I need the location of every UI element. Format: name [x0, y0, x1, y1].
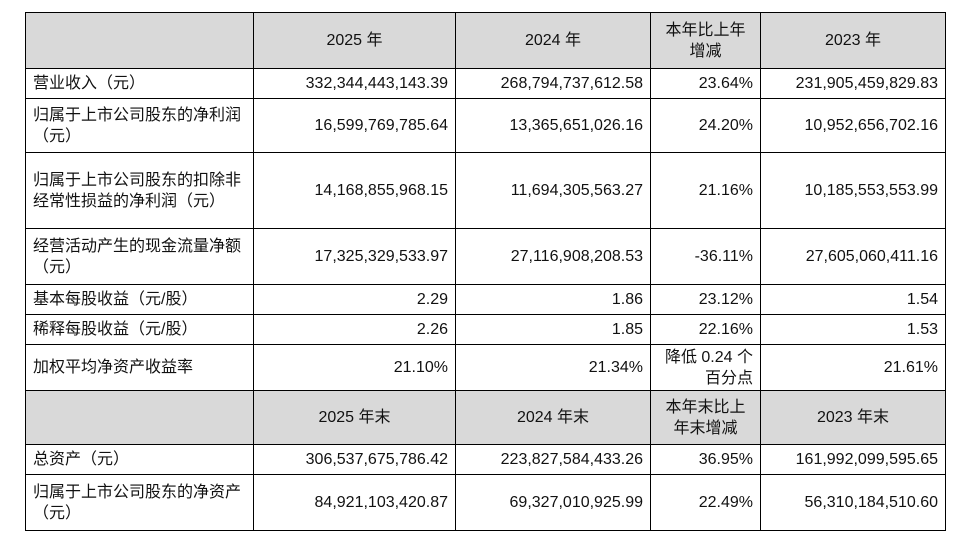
- value-cell: 22.49%: [650, 474, 761, 531]
- value-cell: 14,168,855,968.15: [253, 152, 456, 229]
- data-row: 加权平均净资产收益率 21.10% 21.34% 降低 0.24 个百分点 21.61%: [25, 344, 946, 391]
- value-cell: 161,992,099,595.65: [760, 444, 946, 475]
- row-label: 归属于上市公司股东的净资产（元）: [25, 474, 254, 531]
- value-cell: 306,537,675,786.42: [253, 444, 456, 475]
- value-cell: 69,327,010,925.99: [455, 474, 651, 531]
- header-cell: 2023 年: [760, 12, 946, 69]
- data-row: 归属于上市公司股东的净利润（元） 16,599,769,785.64 13,365,…: [25, 98, 946, 153]
- value-cell: 21.61%: [760, 344, 946, 391]
- value-cell: 23.64%: [650, 68, 761, 99]
- value-cell: 36.95%: [650, 444, 761, 475]
- header-cell: 2024 年: [455, 12, 651, 69]
- header-cell: 2024 年末: [455, 390, 651, 445]
- value-cell: 56,310,184,510.60: [760, 474, 946, 531]
- row-label: 总资产（元）: [25, 444, 254, 475]
- value-cell: 1.53: [760, 314, 946, 345]
- value-cell: 24.20%: [650, 98, 761, 153]
- row-label: 归属于上市公司股东的扣除非经常性损益的净利润（元）: [25, 152, 254, 229]
- value-cell: -36.11%: [650, 228, 761, 285]
- value-cell: 27,605,060,411.16: [760, 228, 946, 285]
- data-row: 基本每股收益（元/股） 2.29 1.86 23.12% 1.54: [25, 284, 946, 315]
- data-row: 总资产（元） 306,537,675,786.42 223,827,584,433.…: [25, 444, 946, 475]
- data-row: 经营活动产生的现金流量净额（元） 17,325,329,533.97 27,116,…: [25, 228, 946, 285]
- data-row: 稀释每股收益（元/股） 2.26 1.85 22.16% 1.53: [25, 314, 946, 345]
- value-cell: 16,599,769,785.64: [253, 98, 456, 153]
- value-cell: 17,325,329,533.97: [253, 228, 456, 285]
- value-cell: 332,344,443,143.39: [253, 68, 456, 99]
- value-cell: 21.34%: [455, 344, 651, 391]
- row-label: 经营活动产生的现金流量净额（元）: [25, 228, 254, 285]
- header-row: 2025 年末 2024 年末 本年末比上年末增减 2023 年末: [25, 390, 946, 445]
- header-cell: 2023 年末: [760, 390, 946, 445]
- value-cell: 降低 0.24 个百分点: [650, 344, 761, 391]
- value-cell: 2.29: [253, 284, 456, 315]
- value-cell: 2.26: [253, 314, 456, 345]
- value-cell: 223,827,584,433.26: [455, 444, 651, 475]
- value-cell: 10,185,553,553.99: [760, 152, 946, 229]
- row-label: 归属于上市公司股东的净利润（元）: [25, 98, 254, 153]
- value-cell: 21.10%: [253, 344, 456, 391]
- value-cell: 27,116,908,208.53: [455, 228, 651, 285]
- value-cell: 23.12%: [650, 284, 761, 315]
- value-cell: 84,921,103,420.87: [253, 474, 456, 531]
- value-cell: 22.16%: [650, 314, 761, 345]
- row-label: 加权平均净资产收益率: [25, 344, 254, 391]
- header-cell: [25, 12, 254, 69]
- value-cell: 1.54: [760, 284, 946, 315]
- row-label: 稀释每股收益（元/股）: [25, 314, 254, 345]
- value-cell: 1.86: [455, 284, 651, 315]
- header-row: 2025 年 2024 年本年比上年增减 2023 年: [25, 12, 946, 69]
- data-row: 归属于上市公司股东的扣除非经常性损益的净利润（元） 14,168,855,968.…: [25, 152, 946, 229]
- value-cell: 1.85: [455, 314, 651, 345]
- financial-table: 2025 年 2024 年本年比上年增减 2023 年营业收入（元） 332,344,…: [25, 12, 946, 531]
- row-label: 基本每股收益（元/股）: [25, 284, 254, 315]
- header-cell: [25, 390, 254, 445]
- row-label: 营业收入（元）: [25, 68, 254, 99]
- header-cell: 本年末比上年末增减: [650, 390, 761, 445]
- header-cell: 本年比上年增减: [650, 12, 761, 69]
- data-row: 归属于上市公司股东的净资产（元） 84,921,103,420.87 69,327,…: [25, 474, 946, 531]
- value-cell: 231,905,459,829.83: [760, 68, 946, 99]
- header-cell: 2025 年: [253, 12, 456, 69]
- value-cell: 11,694,305,563.27: [455, 152, 651, 229]
- value-cell: 21.16%: [650, 152, 761, 229]
- value-cell: 10,952,656,702.16: [760, 98, 946, 153]
- value-cell: 13,365,651,026.16: [455, 98, 651, 153]
- data-row: 营业收入（元） 332,344,443,143.39 268,794,737,612…: [25, 68, 946, 99]
- value-cell: 268,794,737,612.58: [455, 68, 651, 99]
- header-cell: 2025 年末: [253, 390, 456, 445]
